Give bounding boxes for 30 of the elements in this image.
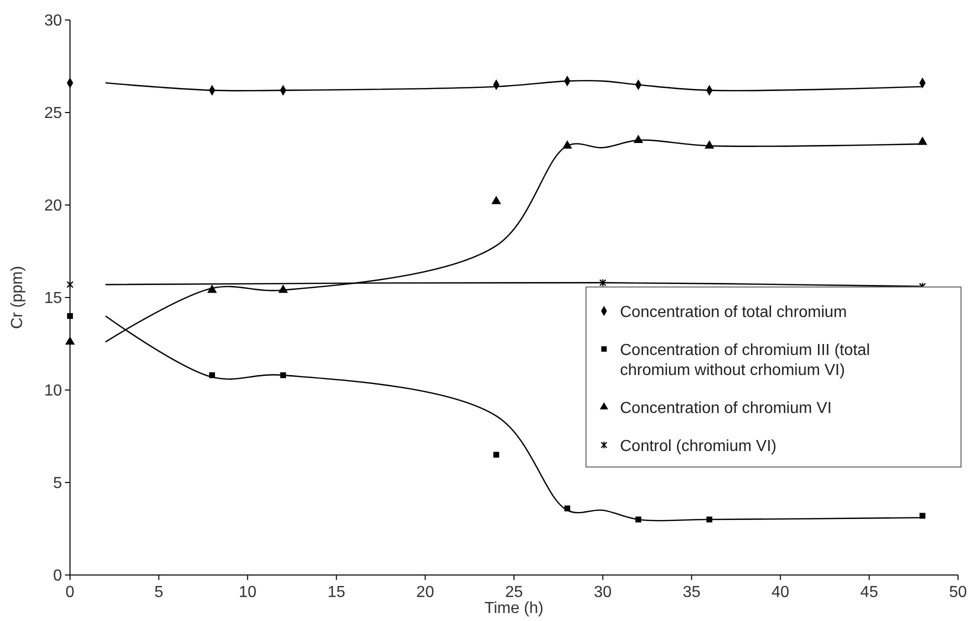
x-axis-title: Time (h) [484, 600, 544, 617]
x-tick-label: 15 [328, 584, 346, 601]
y-tick-label: 0 [53, 568, 62, 585]
x-tick-label: 30 [594, 584, 612, 601]
x-tick-label: 20 [416, 584, 434, 601]
y-tick-label: 20 [44, 198, 62, 215]
y-tick-label: 25 [44, 105, 62, 122]
x-tick-label: 25 [505, 584, 523, 601]
legend-label: Concentration of chromium III (total chromium without crhomium VI) [620, 342, 870, 379]
x-tick-label: 10 [238, 584, 257, 601]
y-axis-title: Cr (ppm) [9, 266, 26, 330]
x-tick-label: 40 [772, 584, 790, 601]
y-tick-label: 30 [44, 12, 62, 30]
point [599, 278, 606, 287]
y-tick-label: 15 [44, 290, 62, 308]
x-tick-label: 45 [860, 584, 878, 601]
legend-label: Control (chromium VI) [620, 438, 776, 455]
x-tick-label: 35 [682, 584, 701, 601]
point [491, 196, 502, 204]
point [66, 280, 74, 289]
point [65, 336, 75, 345]
legend-label: Concentration of chromium VI [620, 400, 832, 417]
y-tick-label: 5 [53, 475, 62, 492]
x-tick-label: 0 [66, 584, 75, 601]
legend-label: Concentration of total chromium [620, 304, 847, 321]
point [918, 136, 928, 145]
x-tick-label: 5 [154, 584, 164, 601]
x-tick-label: 50 [949, 584, 967, 601]
y-tick-label: 10 [44, 382, 62, 400]
point [67, 313, 73, 319]
